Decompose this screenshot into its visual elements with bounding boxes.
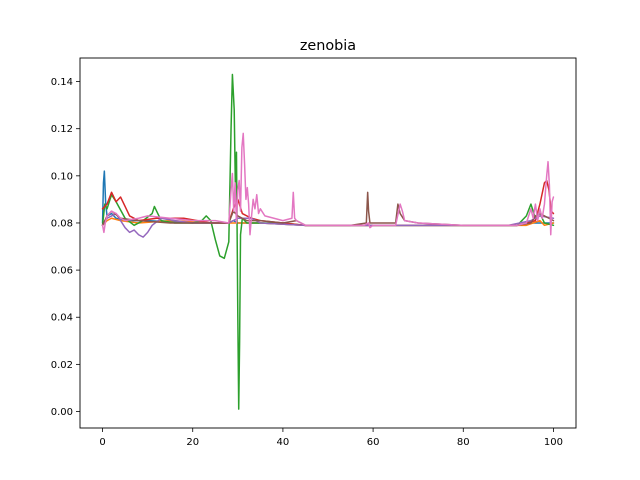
y-tick-label: 0.06 xyxy=(51,266,73,277)
y-tick-label: 0.02 xyxy=(51,360,73,371)
y-tick-label: 0.08 xyxy=(51,218,73,229)
y-tick-label: 0.10 xyxy=(51,171,73,182)
x-tick-label: 40 xyxy=(277,437,290,448)
y-tick-label: 0.14 xyxy=(51,77,73,88)
series-line-4 xyxy=(101,179,555,227)
plot-frame xyxy=(79,57,577,429)
series-line-7 xyxy=(101,132,555,236)
x-tick-label: 20 xyxy=(186,437,199,448)
chart-title: zenobia xyxy=(300,38,356,54)
series-line-5 xyxy=(101,212,555,238)
x-tick-label: 60 xyxy=(367,437,380,448)
x-axis: 0 20 40 60 80 100 xyxy=(99,428,563,448)
plot-area xyxy=(80,58,576,428)
x-tick-label: 0 xyxy=(99,437,105,448)
x-tick-label: 80 xyxy=(457,437,470,448)
y-axis: 0.00 0.02 0.04 0.06 0.08 0.10 0.12 0.14 xyxy=(51,77,80,418)
x-tick-label: 100 xyxy=(544,437,563,448)
y-tick-label: 0.12 xyxy=(51,124,73,135)
series-layer xyxy=(101,73,555,410)
y-tick-label: 0.04 xyxy=(51,313,73,324)
y-tick-label: 0.00 xyxy=(51,407,73,418)
